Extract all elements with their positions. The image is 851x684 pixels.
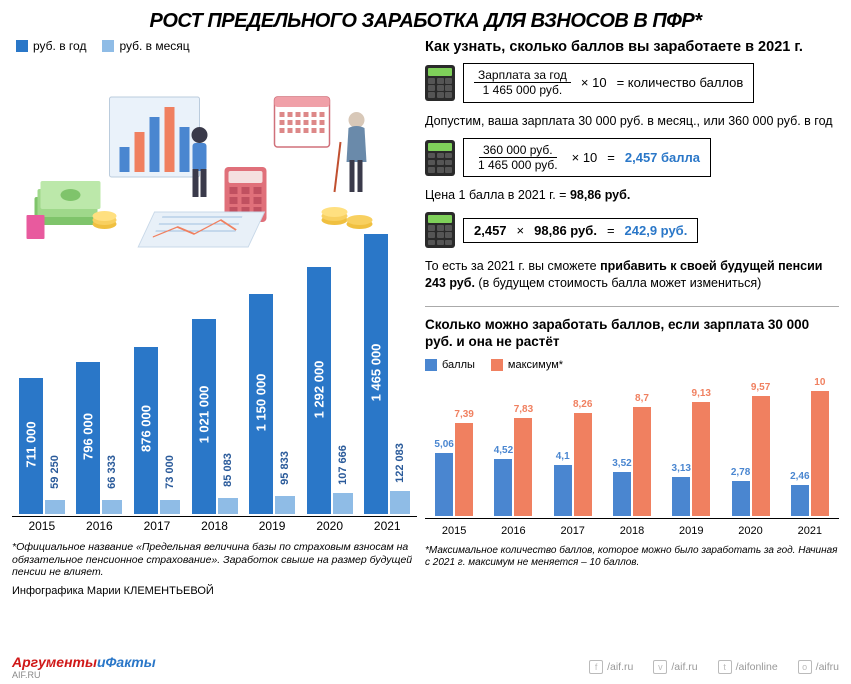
bar-group: 711 00059 250 [16,378,68,514]
legend-2: баллы максимум* [425,359,839,371]
social-links: f/aif.ru v/aif.ru t/aifonline o/aifru [589,660,839,674]
swatch-month [102,40,114,52]
footer: АргументыиФакты AIF.RU f/aif.ru v/aif.ru t… [0,648,851,684]
left-panel: руб. в год руб. в месяц [12,39,417,638]
point-price: Цена 1 балла в 2021 г. = 98,86 руб. [425,187,839,204]
formula-2: 360 000 руб. 1 465 000 руб. × 10 = 2,457… [463,138,711,178]
swatch-year [16,40,28,52]
page-title: РОСТ ПРЕДЕЛЬНОГО ЗАРАБОТКА ДЛЯ ВЗНОСОВ В… [12,10,839,33]
calculator-icon [425,140,455,176]
social-link[interactable]: o/aifru [798,660,839,674]
chart-1: 711 00059 250796 00066 333876 00073 0001… [12,217,417,517]
footnote-2: *Максимальное количество баллов, которое… [425,545,839,569]
bar-group: 3,139,13 [664,402,718,516]
bar-group: 2,4610 [783,391,837,516]
bar-group: 2,789,57 [723,396,777,516]
conclusion-text: То есть за 2021 г. вы сможете прибавить … [425,258,839,292]
social-link[interactable]: t/aifonline [718,660,778,674]
legend-year-label: руб. в год [33,39,86,53]
formula-1: Зарплата за год 1 465 000 руб. × 10 = ко… [463,63,754,103]
swatch-points [425,359,437,371]
bar-group: 1 021 00085 083 [189,319,241,514]
calculator-icon [425,65,455,101]
formula-3: 2,457 × 98,86 руб. = 242,9 руб. [463,218,698,243]
bar-group: 4,527,83 [486,418,540,516]
legend-1: руб. в год руб. в месяц [12,39,417,53]
bar-group: 876 00073 000 [131,347,183,514]
assumption-text: Допустим, ваша зарплата 30 000 руб. в ме… [425,113,839,130]
credit: Инфографика Марии КЛЕМЕНТЬЕВОЙ [12,585,417,597]
calculator-icon [425,212,455,248]
subtitle-1: Как узнать, сколько баллов вы заработает… [425,39,839,55]
logo: АргументыиФакты AIF.RU [12,654,156,680]
bar-group: 4,18,26 [546,413,600,516]
chart-2: 5,067,394,527,834,18,263,528,73,139,132,… [425,379,839,519]
bar-group: 1 465 000122 083 [361,234,413,514]
chart-2-years: 2015201620172018201920202021 [425,523,839,537]
chart-1-years: 2015201620172018201920202021 [12,517,417,533]
social-link[interactable]: v/aif.ru [653,660,697,674]
legend-max-label: максимум* [508,359,563,371]
bar-group: 1 292 000107 666 [304,267,356,514]
illustration [12,57,417,257]
footnote-1: *Официальное название «Предельная величи… [12,541,417,579]
bar-group: 5,067,39 [427,423,481,515]
bar-group: 796 00066 333 [74,362,126,514]
swatch-max [491,359,503,371]
bar-group: 3,528,7 [605,407,659,516]
bar-group: 1 150 00095 833 [246,294,298,514]
subtitle-2: Сколько можно заработать баллов, если за… [425,317,839,351]
right-panel: Как узнать, сколько баллов вы заработает… [425,39,839,638]
divider [425,306,839,307]
legend-points-label: баллы [442,359,475,371]
legend-month-label: руб. в месяц [119,39,189,53]
social-link[interactable]: f/aif.ru [589,660,633,674]
